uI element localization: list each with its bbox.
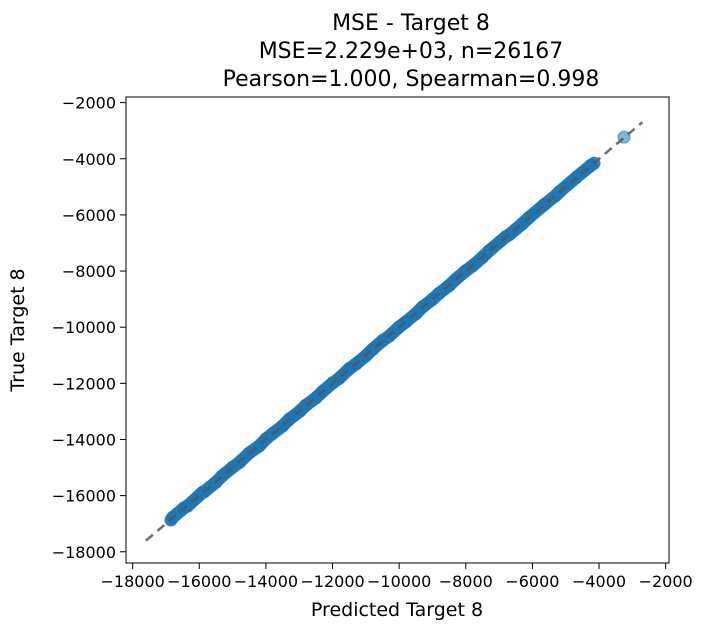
y-tick-label: −18000: [52, 543, 116, 562]
x-tick-label: −12000: [300, 572, 364, 591]
y-tick-label: −10000: [52, 318, 116, 337]
x-tick-label: −6000: [505, 572, 559, 591]
y-axis-ticks: −18000 −16000 −14000 −12000 −10000 −8000 −6000…: [52, 94, 126, 562]
y-axis-label: True Target 8: [7, 268, 29, 392]
plot-area-frame: [125, 96, 670, 564]
y-tick-label: −4000: [62, 150, 116, 169]
y-tick-label: −12000: [52, 374, 116, 393]
y-tick-label: −14000: [52, 430, 116, 449]
x-axis-label: Predicted Target 8: [311, 599, 483, 621]
x-tick-label: −10000: [367, 572, 431, 591]
y-tick-label: −8000: [62, 262, 116, 281]
y-tick-label: −16000: [52, 487, 116, 506]
identity-reference-line: [145, 121, 644, 542]
x-tick-label: −8000: [439, 572, 493, 591]
y-tick-label: −2000: [62, 94, 116, 113]
chart-title-line-2: MSE=2.229e+03, n=26167: [259, 39, 564, 64]
chart-title-line-3: Pearson=1.000, Spearman=0.998: [223, 67, 600, 92]
x-tick-label: −14000: [234, 572, 298, 591]
chart-title-line-1: MSE - Target 8: [332, 11, 490, 36]
y-tick-label: −6000: [62, 206, 116, 225]
x-tick-label: −2000: [639, 572, 693, 591]
x-tick-label: −18000: [101, 572, 165, 591]
x-tick-label: −16000: [167, 572, 231, 591]
x-axis-ticks: −18000 −16000 −14000 −12000 −10000 −8000 −6000…: [101, 563, 693, 591]
x-tick-label: −4000: [572, 572, 626, 591]
